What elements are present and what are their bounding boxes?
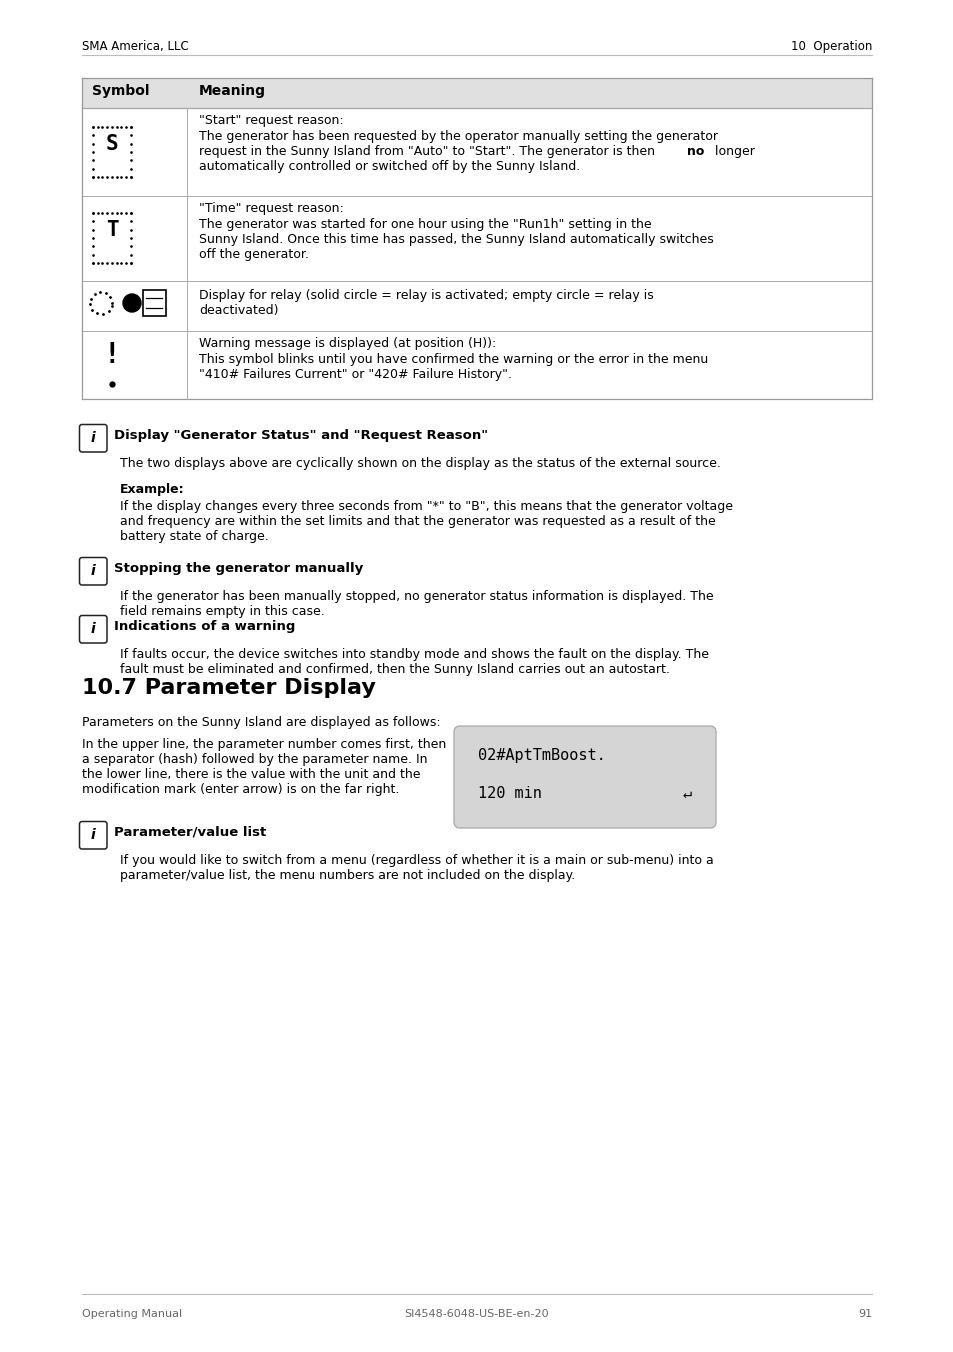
Text: Operating Manual: Operating Manual: [82, 1309, 182, 1320]
Text: Example:: Example:: [120, 483, 185, 496]
Text: If you would like to switch from a menu (regardless of whether it is a main or s: If you would like to switch from a menu …: [120, 854, 713, 882]
FancyBboxPatch shape: [79, 557, 107, 585]
Text: i: i: [91, 622, 95, 637]
Text: request in the Sunny Island from "Auto" to "Start". The generator is then: request in the Sunny Island from "Auto" …: [199, 145, 659, 158]
Text: no: no: [686, 145, 703, 158]
FancyBboxPatch shape: [454, 726, 716, 827]
Bar: [142, 289, 165, 316]
Text: i: i: [91, 431, 95, 445]
Text: SMA America, LLC: SMA America, LLC: [82, 41, 189, 53]
Text: i: i: [91, 564, 95, 579]
Text: S: S: [106, 134, 118, 154]
Text: Indications of a warning: Indications of a warning: [114, 621, 295, 633]
Text: If faults occur, the device switches into standby mode and shows the fault on th: If faults occur, the device switches int…: [120, 648, 708, 676]
Text: Parameter/value list: Parameter/value list: [114, 826, 267, 840]
Text: In the upper line, the parameter number comes first, then
a separator (hash) fol: In the upper line, the parameter number …: [82, 738, 446, 796]
Text: Display "Generator Status" and "Request Reason": Display "Generator Status" and "Request …: [114, 429, 488, 442]
Text: !: !: [104, 341, 120, 369]
Text: If the generator has been manually stopped, no generator status information is d: If the generator has been manually stopp…: [120, 589, 713, 618]
Circle shape: [123, 293, 141, 312]
Text: Sunny Island. Once this time has passed, the Sunny Island automatically switches: Sunny Island. Once this time has passed,…: [199, 233, 713, 246]
Text: The two displays above are cyclically shown on the display as the status of the : The two displays above are cyclically sh…: [120, 457, 720, 470]
Text: The generator has been requested by the operator manually setting the generator: The generator has been requested by the …: [199, 130, 718, 143]
FancyBboxPatch shape: [79, 425, 107, 452]
Text: 10  Operation: 10 Operation: [790, 41, 871, 53]
Text: Meaning: Meaning: [199, 84, 266, 97]
Text: i: i: [91, 829, 95, 842]
Text: T: T: [106, 220, 118, 241]
Text: The generator was started for one hour using the "Run1h" setting in the: The generator was started for one hour u…: [199, 218, 651, 231]
Text: Stopping the generator manually: Stopping the generator manually: [114, 562, 363, 575]
FancyBboxPatch shape: [79, 615, 107, 644]
Text: Parameters on the Sunny Island are displayed as follows:: Parameters on the Sunny Island are displ…: [82, 717, 440, 729]
Text: 02#AptTmBoost.: 02#AptTmBoost.: [477, 748, 605, 763]
Text: 10.7 Parameter Display: 10.7 Parameter Display: [82, 677, 375, 698]
Text: automatically controlled or switched off by the Sunny Island.: automatically controlled or switched off…: [199, 160, 579, 173]
Text: "Time" request reason:: "Time" request reason:: [199, 201, 343, 215]
Text: "410# Failures Current" or "420# Failure History".: "410# Failures Current" or "420# Failure…: [199, 368, 512, 381]
Text: 91: 91: [857, 1309, 871, 1320]
Text: deactivated): deactivated): [199, 304, 278, 316]
Text: Warning message is displayed (at position (H)):: Warning message is displayed (at positio…: [199, 337, 496, 350]
Text: ↵: ↵: [682, 786, 691, 800]
Text: Display for relay (solid circle = relay is activated; empty circle = relay is: Display for relay (solid circle = relay …: [199, 289, 653, 301]
Text: longer: longer: [710, 145, 754, 158]
Text: This symbol blinks until you have confirmed the warning or the error in the menu: This symbol blinks until you have confir…: [199, 353, 707, 366]
Text: 120 min: 120 min: [477, 786, 541, 800]
Bar: [82, 78, 871, 108]
Text: SI4548-6048-US-BE-en-20: SI4548-6048-US-BE-en-20: [404, 1309, 549, 1320]
Text: "Start" request reason:: "Start" request reason:: [199, 114, 343, 127]
FancyBboxPatch shape: [79, 822, 107, 849]
Text: Symbol: Symbol: [91, 84, 150, 97]
Text: off the generator.: off the generator.: [199, 247, 309, 261]
Text: If the display changes every three seconds from "*" to "B", this means that the : If the display changes every three secon…: [120, 500, 732, 544]
